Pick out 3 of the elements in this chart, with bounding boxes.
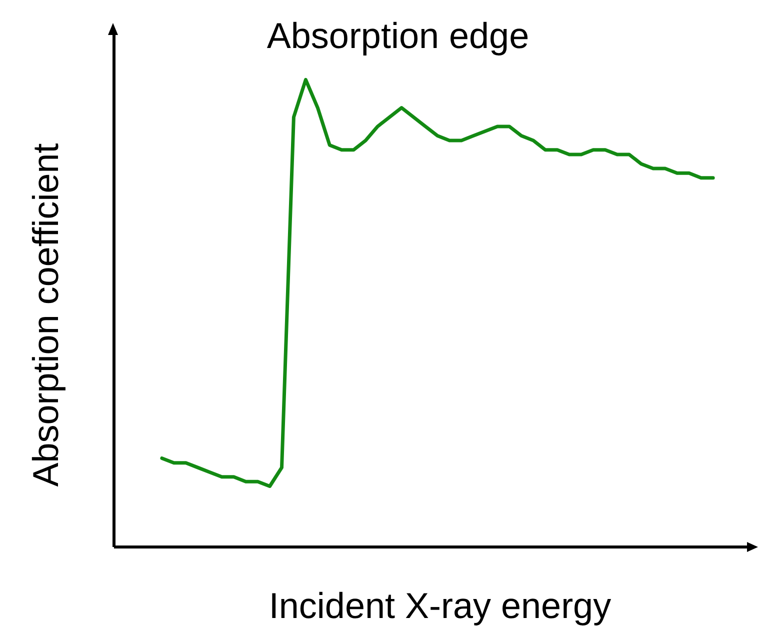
chart-title: Absorption edge — [266, 15, 530, 56]
x-axis-title: Incident X-ray energy — [268, 585, 612, 626]
y-axis-title: Absorption coefficient — [25, 143, 66, 487]
